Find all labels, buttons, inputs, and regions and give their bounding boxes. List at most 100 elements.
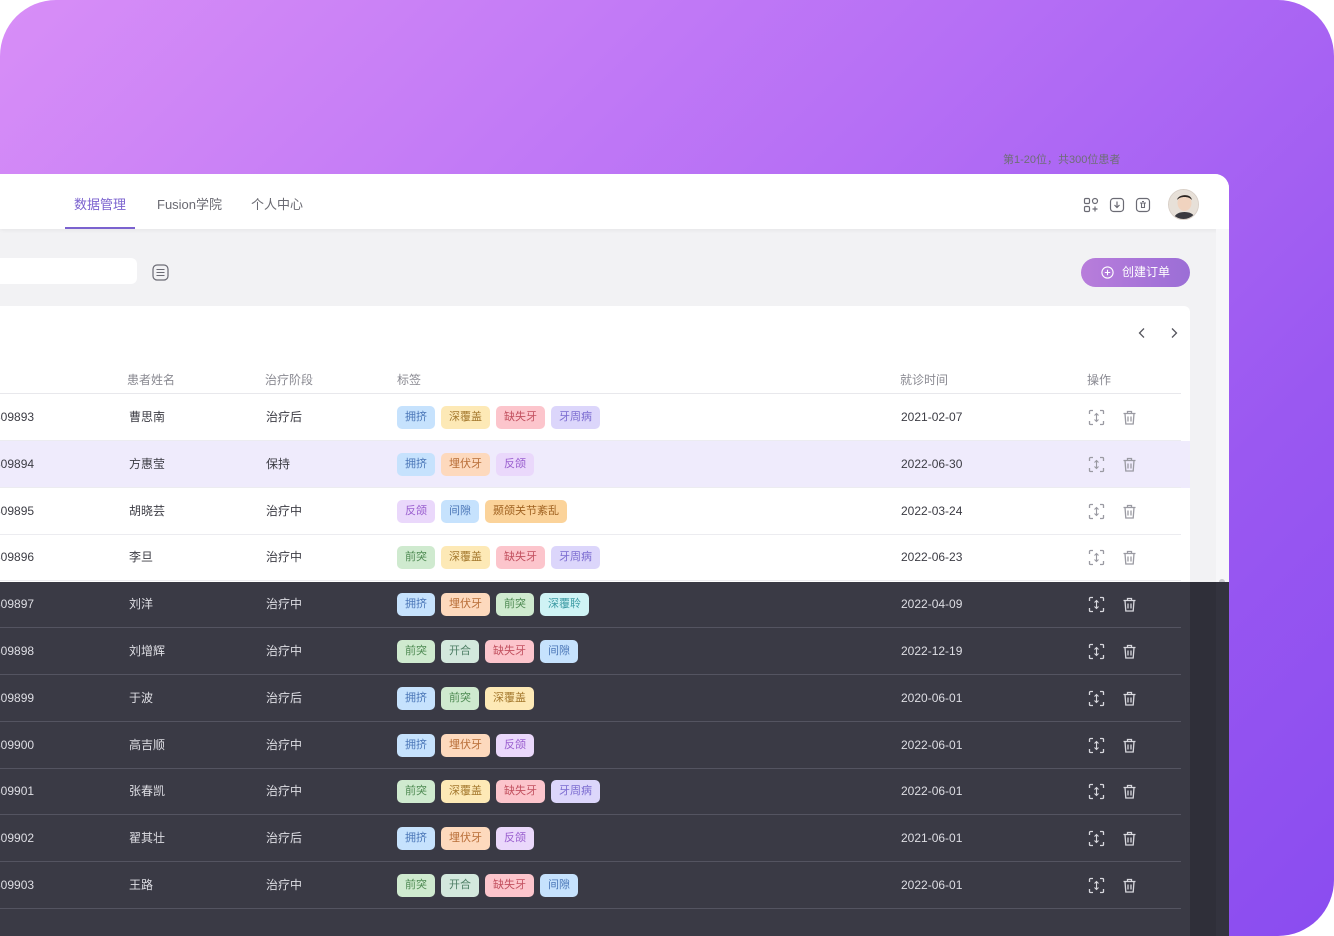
treatment-stage: 治疗中 <box>266 644 303 658</box>
tag-badge: 缺失牙 <box>485 640 534 663</box>
row-divider <box>0 627 1181 629</box>
treatment-stage: 治疗中 <box>266 737 303 752</box>
tag-list: 拥挤 埋伏牙 反颌 <box>397 452 534 476</box>
edit-icon[interactable] <box>1088 549 1105 566</box>
tag-badge: 开合 <box>441 874 479 897</box>
patient-name: 翟其壮 <box>129 831 166 846</box>
edit-icon[interactable] <box>1088 503 1105 520</box>
edit-icon[interactable] <box>1088 456 1105 473</box>
tag-badge: 深覆聆 <box>540 593 589 617</box>
avatar[interactable] <box>1168 189 1199 220</box>
plus-circle-icon <box>1101 266 1114 279</box>
edit-icon[interactable] <box>1088 737 1105 754</box>
delete-icon[interactable] <box>1121 830 1138 847</box>
edit-icon[interactable] <box>1088 690 1105 707</box>
apps-icon[interactable] <box>1083 197 1099 213</box>
tag-badge: 缺失牙 <box>485 874 534 897</box>
header-actions: 操作 <box>1087 373 1112 387</box>
edit-icon[interactable] <box>1088 830 1105 847</box>
treatment-stage: 治疗中 <box>266 784 303 799</box>
delete-icon[interactable] <box>1121 877 1138 894</box>
tab-personal-center[interactable]: 个人中心 <box>251 197 304 212</box>
row-divider <box>0 767 1181 769</box>
tag-badge: 前突 <box>397 640 435 663</box>
search-input[interactable] <box>0 258 137 284</box>
filter-list-icon[interactable] <box>152 264 169 281</box>
visit-date: 2022-06-30 <box>901 456 963 471</box>
visit-date: 2021-02-07 <box>901 410 963 424</box>
delete-icon[interactable] <box>1121 596 1138 613</box>
tag-list: 前突 深覆盖 缺失牙 牙周病 <box>397 546 600 570</box>
download-icon[interactable] <box>1109 197 1125 213</box>
patient-name: 刘洋 <box>129 597 154 612</box>
delete-icon[interactable] <box>1121 737 1138 754</box>
delete-icon[interactable] <box>1121 690 1138 707</box>
row-divider <box>0 814 1181 816</box>
create-order-button[interactable]: 创建订单 <box>1081 258 1190 287</box>
delete-icon[interactable] <box>1121 456 1138 473</box>
tag-badge: 牙周病 <box>551 546 600 570</box>
patient-id: 309894 <box>0 456 35 471</box>
visit-date: 2022-06-01 <box>901 784 963 799</box>
row-divider <box>0 533 1181 535</box>
tag-badge: 缺失牙 <box>496 780 545 804</box>
tag-badge: 前突 <box>441 686 479 710</box>
delete-icon[interactable] <box>1121 409 1138 426</box>
treatment-stage: 治疗后 <box>266 690 303 705</box>
tab-fusion-academy[interactable]: Fusion学院 <box>157 197 223 212</box>
trash-icon[interactable] <box>1135 197 1151 213</box>
tag-badge: 间隙 <box>441 499 479 523</box>
pagination-summary: 第1-20位，共300位患者 <box>1003 154 1121 166</box>
patient-id: 309899 <box>0 690 35 705</box>
edit-icon[interactable] <box>1088 409 1105 426</box>
tab-data-management[interactable]: 数据管理 <box>64 174 136 229</box>
header-stage: 治疗阶段 <box>265 373 314 387</box>
tag-badge: 牙周病 <box>551 780 600 804</box>
patient-name: 于波 <box>129 690 154 705</box>
tag-badge: 间隙 <box>540 874 578 897</box>
treatment-stage: 治疗中 <box>266 550 303 565</box>
patient-name: 王路 <box>129 878 154 892</box>
delete-icon[interactable] <box>1121 549 1138 566</box>
visit-date: 2022-06-01 <box>901 878 963 892</box>
treatment-stage: 治疗后 <box>266 831 303 846</box>
create-order-label: 创建订单 <box>1122 265 1171 279</box>
delete-icon[interactable] <box>1121 503 1138 520</box>
tag-badge: 深覆盖 <box>485 686 534 710</box>
visit-date: 2020-06-01 <box>901 690 963 705</box>
top-nav: 数据管理 Fusion学院 个人中心 <box>0 174 1229 229</box>
patient-name: 曹思南 <box>129 410 166 424</box>
patient-id: 309902 <box>0 831 35 846</box>
tag-badge: 前突 <box>496 593 534 617</box>
delete-icon[interactable] <box>1121 783 1138 800</box>
overlay-gutter <box>1190 582 1216 936</box>
chevron-right-icon[interactable] <box>1169 327 1179 339</box>
row-divider <box>0 486 1181 488</box>
edit-icon[interactable] <box>1088 643 1105 660</box>
patient-name: 高吉顺 <box>129 737 166 752</box>
edit-icon[interactable] <box>1088 877 1105 894</box>
chevron-left-icon[interactable] <box>1137 327 1147 339</box>
delete-icon[interactable] <box>1121 643 1138 660</box>
tag-list: 拥挤 埋伏牙 前突 深覆聆 <box>397 593 589 617</box>
visit-date: 2022-06-01 <box>901 737 963 752</box>
edit-icon[interactable] <box>1088 783 1105 800</box>
edit-icon[interactable] <box>1088 596 1105 613</box>
tag-badge: 前突 <box>397 780 435 804</box>
tag-list: 拥挤 前突 深覆盖 <box>397 686 534 710</box>
tag-badge: 深覆盖 <box>441 780 490 804</box>
header-visit-date: 就诊时间 <box>900 373 949 387</box>
header-tags: 标签 <box>397 373 422 387</box>
